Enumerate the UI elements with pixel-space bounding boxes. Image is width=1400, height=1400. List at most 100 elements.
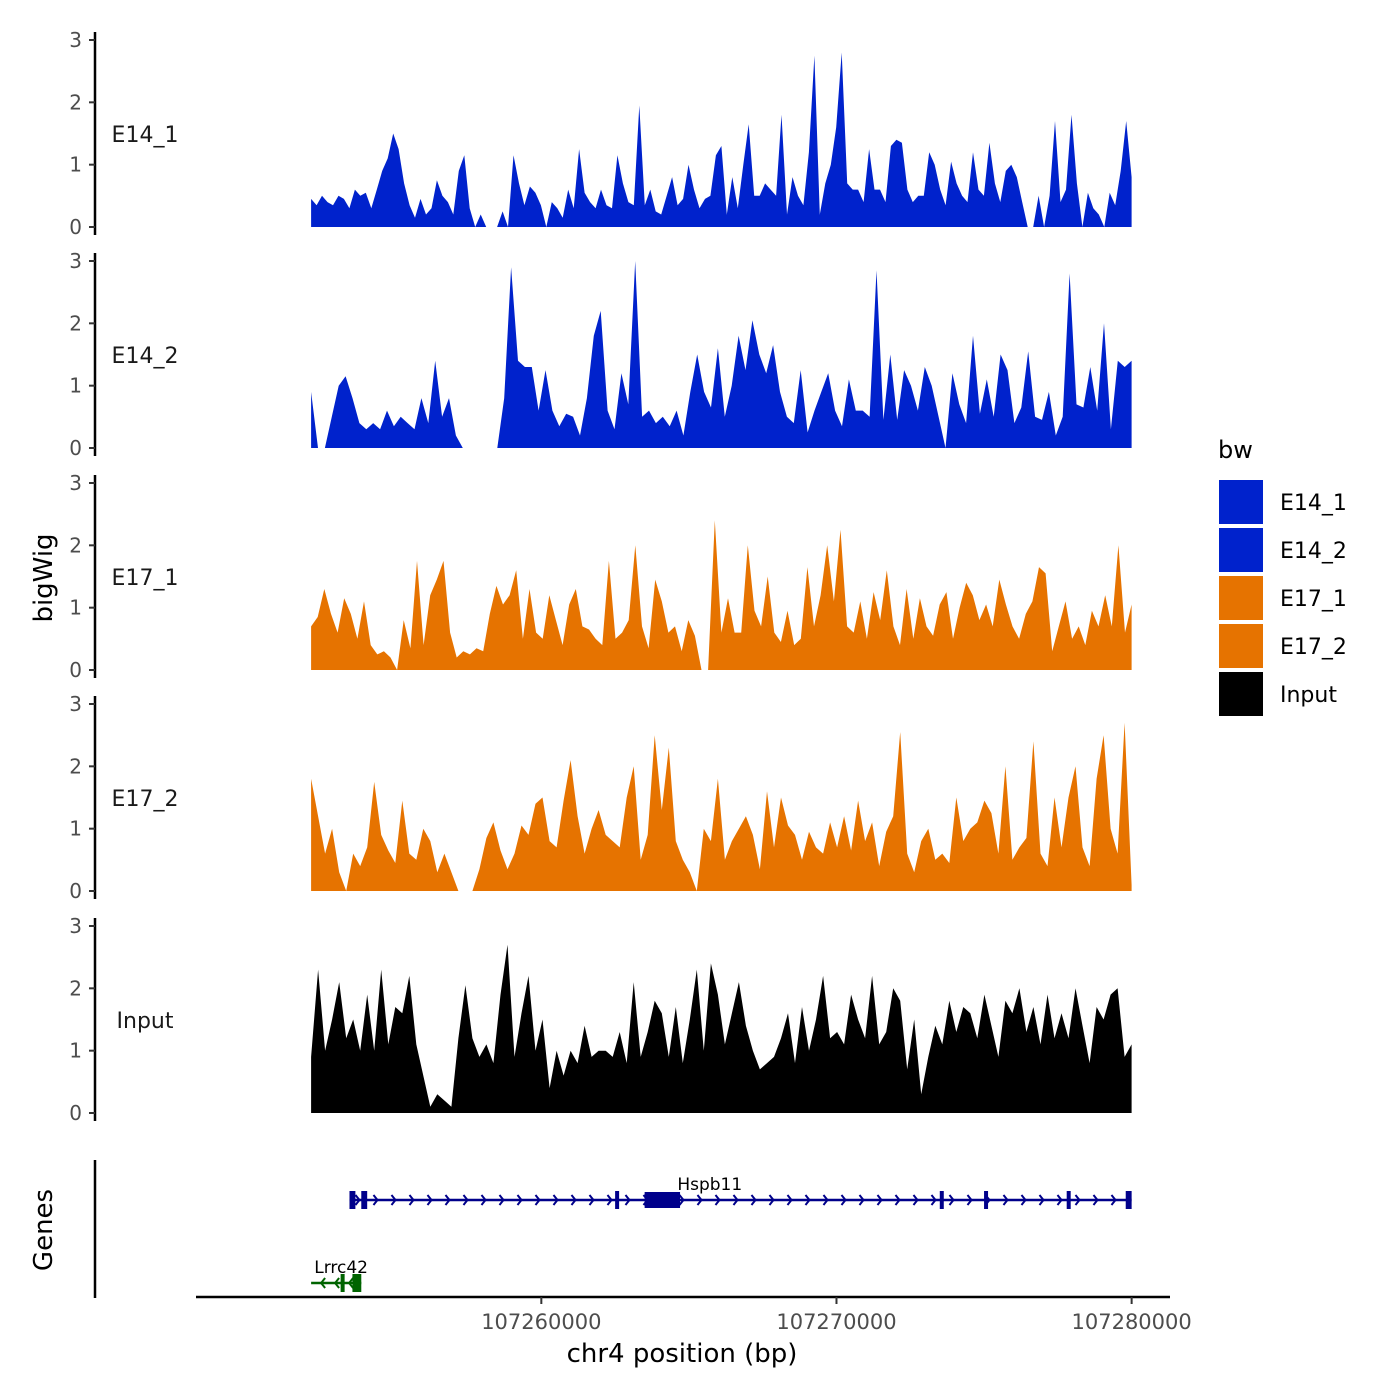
x-tick-label: 107270000 [776,1310,896,1334]
y-tick-label: 2 [69,976,82,1000]
track-panels: 0 1 2 3 E14_1 0 1 2 3 E14_2 0 1 2 3 E17_1 0 1 2 3 E17_2 0 1 2 3… [69,28,1132,1125]
strand-arrow [390,1194,397,1206]
strand-arrow [858,1194,865,1206]
strand-arrow [570,1194,577,1206]
track-E17_1: 0 1 2 3 E17_1 [69,471,1132,682]
legend-label: E17_1 [1280,587,1347,612]
strand-arrow [786,1194,793,1206]
strand-arrow [1056,1194,1063,1206]
strand-arrow [624,1194,631,1206]
y-tick-label: 1 [69,1039,82,1063]
y-tick-label: 0 [69,658,82,682]
legend-swatch-Input [1219,672,1263,716]
strand-arrow [966,1194,973,1206]
legend-label: E14_1 [1280,491,1347,516]
strand-arrow [498,1194,505,1206]
legend-swatch-E17_2 [1219,624,1263,668]
strand-arrow [894,1194,901,1206]
gene-Lrrc42: Lrrc42 [311,1258,368,1292]
exon [644,1192,681,1208]
track-E14_1: 0 1 2 3 E14_1 [69,28,1132,239]
y-tick-label: 0 [69,436,82,460]
exon [349,1191,356,1209]
strand-arrow [714,1194,721,1206]
track-E17_2: 0 1 2 3 E17_2 [69,692,1132,903]
y-tick-label: 2 [69,533,82,557]
strand-arrow [840,1194,847,1206]
strand-arrow [930,1194,937,1206]
y-tick-label: 3 [69,471,82,495]
strand-arrow [480,1194,487,1206]
track-label: E17_2 [112,787,179,812]
y-tick-label: 1 [69,374,82,398]
strand-arrow [1110,1194,1117,1206]
signal-area-E14_1 [311,52,1132,227]
strand-arrow [319,1277,326,1289]
y-tick-label: 1 [69,153,82,177]
strand-arrow [1092,1194,1099,1206]
strand-arrow [606,1194,613,1206]
strand-arrow [804,1194,811,1206]
track-label: E14_2 [112,344,179,369]
y-tick-label: 0 [69,215,82,239]
gene-Hspb11: Hspb11 [349,1175,1132,1209]
exon [939,1191,944,1209]
strand-arrow [354,1194,361,1206]
strand-arrow [948,1194,955,1206]
x-tick-label: 107260000 [481,1310,601,1334]
strand-arrow [768,1194,775,1206]
exon [361,1191,368,1209]
y-tick-label: 0 [69,879,82,903]
track-Input: 0 1 2 3 Input [69,914,1132,1125]
strand-arrow [1074,1194,1081,1206]
track-label: E14_1 [112,123,179,148]
strand-arrow [1002,1194,1009,1206]
gene-track: Hspb11 Lrrc42 [93,1160,1132,1298]
legend: bw E14_1 E14_2 E17_1 E17_2 Input [1218,436,1347,716]
strand-arrow [678,1194,685,1206]
strand-arrow [372,1194,379,1206]
gene-label: Lrrc42 [314,1258,368,1278]
strand-arrow [588,1194,595,1206]
strand-arrow [462,1194,469,1206]
strand-arrow [750,1194,757,1206]
strand-arrow [732,1194,739,1206]
strand-arrow [696,1194,703,1206]
y-tick-label: 3 [69,914,82,938]
y-axis-title: bigWig [29,533,59,622]
signal-area-E14_2 [311,261,1132,448]
exon [340,1274,345,1292]
signal-area-E17_2 [311,722,1132,891]
strand-arrow [444,1194,451,1206]
legend-swatch-E14_1 [1219,480,1263,524]
y-tick-label: 2 [69,754,82,778]
exon [352,1274,362,1292]
gene-label: Hspb11 [677,1175,742,1195]
legend-swatch-E17_1 [1219,576,1263,620]
legend-label: E14_2 [1280,539,1347,564]
legend-title: bw [1218,436,1253,464]
strand-arrow [552,1194,559,1206]
strand-arrow [912,1194,919,1206]
signal-area-E17_1 [311,520,1132,670]
exon [1125,1191,1132,1209]
y-tick-label: 2 [69,311,82,335]
y-tick-label: 3 [69,28,82,52]
exon [615,1191,620,1209]
strand-arrow [534,1194,541,1206]
y-tick-label: 3 [69,249,82,273]
strand-arrow [426,1194,433,1206]
signal-area-Input [311,944,1132,1113]
y-tick-label: 1 [69,596,82,620]
strand-arrow [1020,1194,1027,1206]
track-label: Input [117,1009,174,1034]
track-E14_2: 0 1 2 3 E14_2 [69,249,1132,460]
y-tick-label: 3 [69,692,82,716]
y-tick-label: 0 [69,1101,82,1125]
legend-label: E17_2 [1280,635,1347,660]
strand-arrow [347,1277,354,1289]
x-axis: 107260000 107270000 107280000 [196,1295,1192,1334]
strand-arrow [333,1277,340,1289]
strand-arrow [876,1194,883,1206]
